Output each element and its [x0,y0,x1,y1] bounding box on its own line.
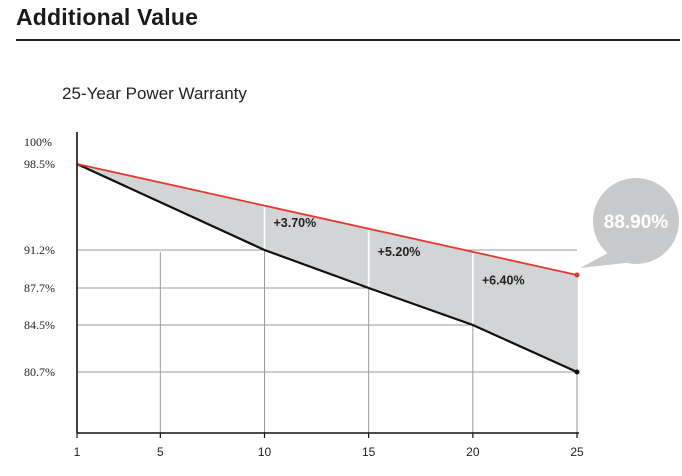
x-tick-label-20: 20 [466,445,480,459]
upper-series-line [76,163,578,276]
gain-label-+5.20%: +5.20% [378,245,421,259]
x-tick-label-5: 5 [157,445,164,459]
y-tick-label-91.2%: 91.2% [24,243,55,257]
chart-title: 25-Year Power Warranty [62,84,247,103]
x-tick-label-10: 10 [258,445,272,459]
section-heading: Additional Value [16,4,199,30]
heading-divider [16,39,680,41]
lower-end-point [574,369,580,375]
x-tick-label-25: 25 [570,445,584,459]
upper-end-point [574,272,580,278]
x-tick-label-1: 1 [74,445,81,459]
fill-layer [77,164,577,372]
x-tick-label-15: 15 [362,445,376,459]
callout-value: 88.90% [604,212,669,233]
y-tick-label-100%: 100% [24,135,52,149]
vertical-lines-layer [159,206,578,433]
y-tick-label-80.7%: 80.7% [24,365,55,379]
callout-layer: 88.90% [580,178,679,268]
callout-pointer [580,251,634,268]
gain-label-+6.40%: +6.40% [482,274,525,288]
y-tick-label-84.5%: 84.5% [24,318,55,332]
y-tick-label-98.5%: 98.5% [24,157,55,171]
annotations-layer: +3.70% +5.20% +6.40% [274,216,525,288]
tick-labels-layer: 100%98.5%91.2%87.7%84.5%80.7%1 5 10 15 20 25 [24,135,584,459]
lower-series-line [76,163,578,374]
gain-area [77,164,577,372]
y-tick-label-87.7%: 87.7% [24,281,55,295]
gain-label-+3.70%: +3.70% [274,216,317,230]
callout-bubble [593,178,679,264]
series-lines-layer [76,163,580,375]
